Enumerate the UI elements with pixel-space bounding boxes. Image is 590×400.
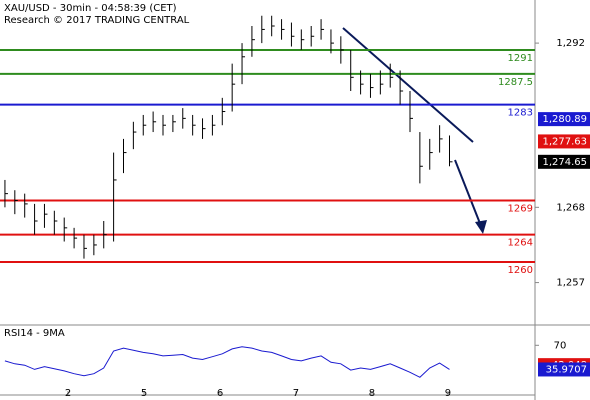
price-marker-label: 1,274.65 [542,157,587,168]
rsi-title: RSI14 - 9MA [4,328,65,339]
level-label: 1264 [508,238,533,249]
price-marker [538,112,590,127]
x-tick-label: 2 [65,388,71,399]
chart-subtitle: Research © 2017 TRADING CENTRAL [4,15,190,26]
price-marker [538,134,590,149]
x-tick-label: 9 [445,388,451,399]
level-label: 1291 [508,53,533,64]
arrow [454,159,482,227]
chart-title: XAU/USD - 30min - 04:58:39 (CET) [4,3,177,14]
x-tick-label: 8 [369,388,375,399]
price-marker [538,154,590,169]
level-label: 1283 [508,108,533,119]
rsi-tick-label: 70 [554,340,567,351]
y-tick-label: 1,257 [556,278,585,289]
level-label: 1287.5 [498,77,533,88]
y-tick-label: 1,268 [556,202,585,213]
rsi-marker [538,362,590,377]
price-marker-label: 1,280.89 [542,114,587,125]
trend-line [342,27,474,143]
rsi-marker-label: 35.9707 [546,364,587,375]
arrow-head [475,220,487,234]
rsi-line [4,346,450,378]
price-marker-label: 1,277.63 [542,136,587,147]
x-tick-label: 5 [141,388,147,399]
x-tick-label: 6 [217,388,223,399]
x-tick-label: 7 [293,388,299,399]
level-label: 1260 [508,265,533,276]
level-label: 1269 [508,203,533,214]
y-tick-label: 1,292 [556,38,585,49]
